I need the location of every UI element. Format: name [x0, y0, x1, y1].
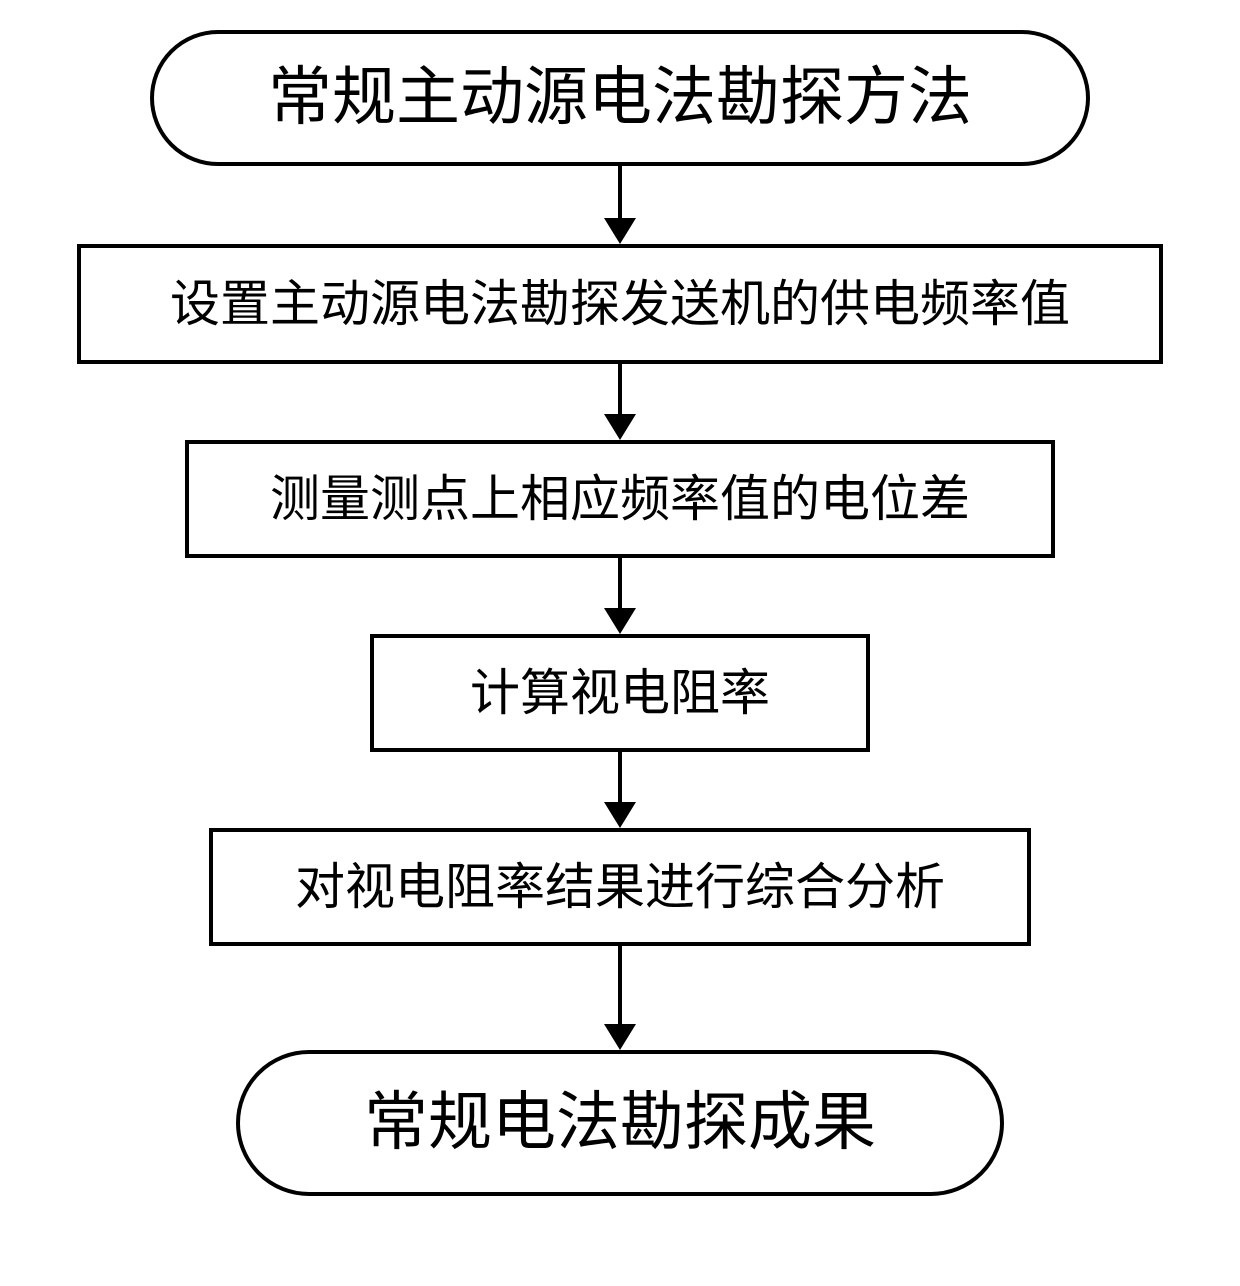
arrow-1 [604, 166, 636, 244]
terminal-start-label: 常规主动源电法勘探方法 [268, 60, 972, 137]
arrow-2-head [604, 414, 636, 440]
terminal-start: 常规主动源电法勘探方法 [150, 30, 1090, 166]
arrow-3-line [618, 558, 622, 609]
arrow-3 [604, 558, 636, 634]
process-step1-label: 设置主动源电法勘探发送机的供电频率值 [170, 274, 1070, 334]
process-step1: 设置主动源电法勘探发送机的供电频率值 [77, 244, 1163, 364]
arrow-2-line [618, 364, 622, 415]
arrow-5 [604, 946, 636, 1050]
arrow-1-head [604, 218, 636, 244]
process-step4: 对视电阻率结果进行综合分析 [209, 828, 1031, 946]
process-step3-label: 计算视电阻率 [470, 663, 770, 723]
arrow-1-line [618, 166, 622, 219]
arrow-5-line [618, 946, 622, 1025]
arrow-4 [604, 752, 636, 828]
process-step4-label: 对视电阻率结果进行综合分析 [295, 857, 945, 917]
process-step3: 计算视电阻率 [370, 634, 870, 752]
terminal-end: 常规电法勘探成果 [236, 1050, 1004, 1196]
process-step2-label: 测量测点上相应频率值的电位差 [270, 469, 970, 529]
arrow-5-head [604, 1024, 636, 1050]
terminal-end-label: 常规电法勘探成果 [364, 1085, 876, 1162]
flowchart-container: 常规主动源电法勘探方法 设置主动源电法勘探发送机的供电频率值 测量测点上相应频率… [70, 30, 1170, 1196]
arrow-2 [604, 364, 636, 440]
arrow-3-head [604, 608, 636, 634]
process-step2: 测量测点上相应频率值的电位差 [185, 440, 1055, 558]
arrow-4-line [618, 752, 622, 803]
arrow-4-head [604, 802, 636, 828]
